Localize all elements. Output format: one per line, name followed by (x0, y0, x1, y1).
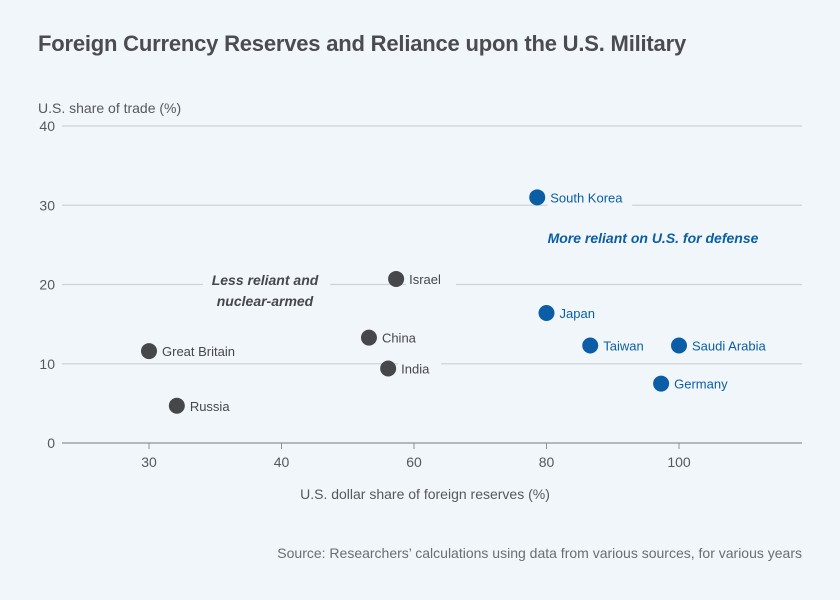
source-note: Source: Researchers’ calculations using … (277, 545, 802, 561)
point-label-south-korea: South Korea (550, 190, 623, 205)
x-tick-label: 80 (539, 454, 555, 470)
point-label-germany: Germany (674, 377, 728, 392)
data-points: Great Britain Russia China India Israel South… (141, 188, 781, 415)
y-tick-label: 20 (39, 277, 55, 293)
annotation-less-reliant: nuclear-armed (217, 293, 314, 309)
point-japan (538, 305, 555, 322)
x-tick-label: 30 (141, 454, 157, 470)
point-label-russia: Russia (190, 399, 231, 414)
annotation-more-reliant: More reliant on U.S. for defense (548, 230, 759, 246)
x-tick-label: 40 (274, 454, 290, 470)
annotations: Less reliant and nuclear-armed More relian… (203, 230, 759, 309)
point-israel (388, 270, 405, 287)
point-great-britain (141, 343, 157, 360)
x-tick-label: 60 (406, 454, 422, 470)
point-label-israel: Israel (409, 272, 441, 287)
x-axis: 30 40 60 80 100 (62, 442, 802, 470)
point-label-japan: Japan (560, 306, 595, 321)
y-tick-label: 30 (39, 197, 55, 213)
y-tick-label: 10 (39, 356, 55, 372)
point-germany (653, 375, 670, 392)
point-label-saudi-arabia: Saudi Arabia (692, 339, 766, 354)
point-south-korea (529, 189, 546, 206)
chart-title: Foreign Currency Reserves and Reliance u… (38, 31, 686, 56)
annotation-less-reliant: Less reliant and (212, 272, 319, 288)
point-china (360, 329, 377, 346)
point-india (380, 360, 397, 377)
y-axis-ticks: 0 10 20 30 40 (39, 118, 55, 451)
x-axis-title: U.S. dollar share of foreign reserves (%… (300, 486, 550, 502)
y-tick-label: 0 (47, 435, 55, 451)
point-label-india: India (401, 362, 430, 377)
point-label-china: China (382, 331, 417, 346)
point-russia (168, 397, 185, 414)
point-saudi-arabia (671, 337, 687, 354)
point-label-great-britain: Great Britain (162, 344, 235, 359)
point-taiwan (582, 337, 599, 354)
y-tick-label: 40 (39, 118, 55, 134)
y-axis-title: U.S. share of trade (%) (38, 100, 181, 116)
point-label-taiwan: Taiwan (603, 339, 643, 354)
x-tick-label: 100 (667, 454, 691, 470)
